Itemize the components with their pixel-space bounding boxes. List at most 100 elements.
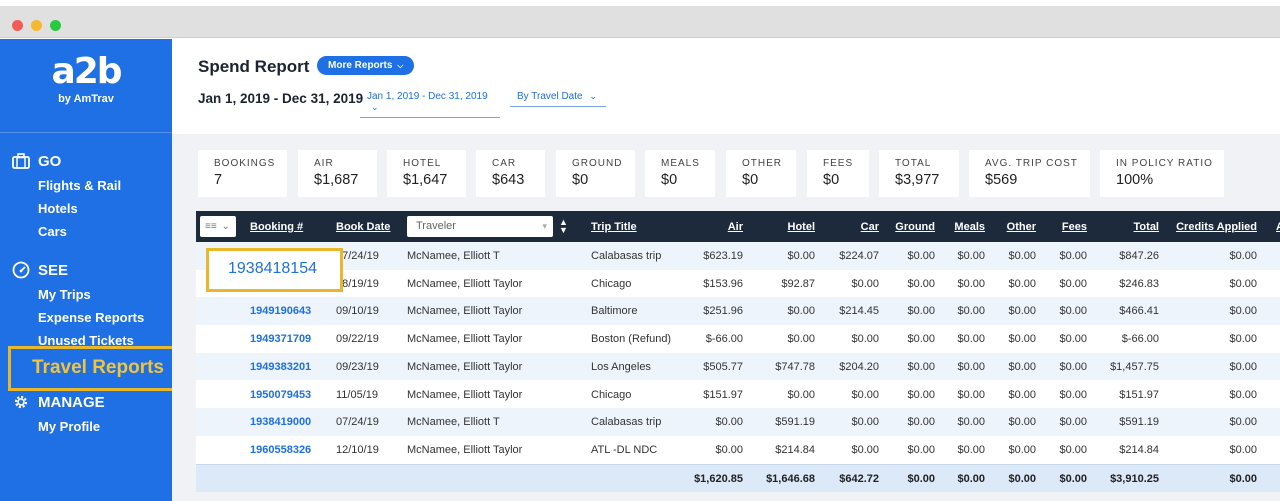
date-mode-select[interactable]: By Travel Date ⌄ [510, 91, 606, 107]
cell-other: $0.00 [1008, 333, 1036, 346]
header-hotel[interactable]: Hotel [787, 221, 816, 233]
page-title: Spend Report [198, 57, 310, 76]
cell-credits-applied: $0.00 [1229, 416, 1257, 429]
cell-traveler: McNamee, Elliott Taylor [407, 388, 523, 401]
sidebar-item-unused-tickets[interactable]: Unused Tickets [38, 333, 134, 348]
total-car: $642.72 [839, 473, 879, 485]
stat-value: 7 [214, 172, 223, 188]
sidebar-section-manage: MANAGE My Profile [12, 392, 105, 438]
cell-air: $505.77 [703, 360, 743, 373]
cell-car: $0.00 [851, 443, 879, 456]
sidebar-divider [0, 132, 172, 133]
logo[interactable]: a2b by AmTrav [0, 53, 172, 106]
sidebar-item-expense-reports[interactable]: Expense Reports [38, 310, 145, 325]
more-reports-button[interactable]: More Reports ⌵ [317, 56, 415, 75]
section-go-heading: GO [12, 151, 121, 171]
date-range-select[interactable]: Jan 1, 2019 - Dec 31, 2019 ⌄ [360, 91, 500, 118]
stat-label: GROUND [572, 158, 623, 169]
cell-air: $0.00 [715, 443, 743, 456]
cell-hotel: $214.84 [775, 443, 815, 456]
cell-trip-title: Baltimore [591, 305, 638, 318]
cell-booking-number[interactable]: 1949190643 [250, 305, 312, 318]
sidebar-item-hotels[interactable]: Hotels [38, 201, 78, 216]
cell-ground: $0.00 [907, 305, 935, 318]
header-trip-title[interactable]: Trip Title [591, 221, 637, 233]
date-range-title: Jan 1, 2019 - Dec 31, 2019 [198, 91, 364, 106]
cell-meals: $0.00 [957, 305, 985, 318]
sidebar-item-flights-rail[interactable]: Flights & Rail [38, 178, 122, 193]
sidebar-item-cars[interactable]: Cars [38, 224, 67, 239]
date-range-select-value: Jan 1, 2019 - Dec 31, 2019 [367, 91, 488, 102]
cell-total: $151.97 [1119, 388, 1159, 401]
chevron-down-icon: ▾ [542, 221, 547, 231]
cell-hotel: $92.87 [781, 277, 815, 290]
sidebar-item-travel-reports[interactable]: Travel Reports [8, 346, 189, 391]
total-air: $1,620.85 [694, 473, 743, 485]
header-air[interactable]: Air [727, 221, 743, 233]
stat-total: TOTAL $3,977 [879, 150, 959, 197]
header-credits-applied[interactable]: Credits Applied [1176, 221, 1257, 233]
cell-book-date: 09/23/19 [336, 360, 379, 373]
header-booking-number[interactable]: Booking # [250, 221, 304, 233]
cell-book-date: 08/19/19 [336, 277, 379, 290]
header-total[interactable]: Total [1133, 221, 1159, 233]
cell-hotel: $747.78 [775, 360, 815, 373]
cell-meals: $0.00 [957, 250, 985, 262]
cell-car: $0.00 [851, 277, 879, 290]
cell-total: $591.19 [1119, 416, 1159, 429]
cell-booking-number[interactable]: 1960558326 [250, 443, 312, 456]
header-meals[interactable]: Meals [954, 221, 985, 233]
cell-booking-number[interactable]: 1950079453 [250, 388, 312, 401]
zoom-window-button[interactable] [50, 20, 61, 31]
cell-meals: $0.00 [957, 277, 985, 290]
stat-label: MEALS [661, 158, 700, 169]
section-manage-title: MANAGE [38, 393, 105, 411]
header-overflow[interactable]: A [1276, 221, 1280, 233]
cell-booking-number[interactable]: 1949383201 [250, 360, 312, 373]
stat-other: OTHER $0 [726, 150, 796, 197]
header-car[interactable]: Car [860, 221, 879, 233]
cell-booking-number[interactable]: 1938419000 [250, 416, 312, 429]
cell-air: $0.00 [715, 416, 743, 429]
cell-booking-number[interactable]: 1949371709 [250, 333, 312, 346]
cell-ground: $0.00 [907, 388, 935, 401]
stat-ground: GROUND $0 [556, 150, 635, 197]
column-toggle-button[interactable]: ≡≡ ⌄ [200, 216, 236, 237]
sort-icon[interactable]: ▲ ▼ [559, 217, 568, 235]
header-other[interactable]: Other [1006, 221, 1036, 233]
section-go-title: GO [38, 152, 62, 170]
cell-fees: $0.00 [1059, 305, 1087, 318]
sidebar-item-my-trips[interactable]: My Trips [38, 287, 91, 302]
sidebar-item-my-profile[interactable]: My Profile [38, 419, 101, 434]
cell-air: $623.19 [703, 250, 743, 262]
cell-credits-applied: $0.00 [1229, 388, 1257, 401]
header-ground[interactable]: Ground [895, 221, 935, 233]
cell-ground: $0.00 [907, 443, 935, 456]
cell-total: $214.84 [1119, 443, 1159, 456]
chevron-down-icon: ⌄ [371, 102, 379, 112]
close-window-button[interactable] [12, 20, 23, 31]
table-row: 1950079453 11/05/19 McNamee, Elliott Taylo… [196, 381, 1280, 409]
minimize-window-button[interactable] [31, 20, 42, 31]
cell-total: $1,457.75 [1110, 360, 1159, 373]
header-fees[interactable]: Fees [1061, 221, 1087, 233]
table-row: 1960558326 12/10/19 McNamee, Elliott Taylo… [196, 436, 1280, 464]
traveler-filter-select[interactable]: Traveler ▾ [407, 216, 553, 237]
cell-other: $0.00 [1008, 416, 1036, 429]
table-row: 1949371709 09/22/19 McNamee, Elliott Taylo… [196, 325, 1280, 353]
cell-fees: $0.00 [1059, 388, 1087, 401]
stat-value: $1,687 [314, 172, 359, 188]
cell-trip-title: ATL -DL NDC [591, 443, 658, 456]
cell-fees: $0.00 [1059, 443, 1087, 456]
stat-value: $569 [985, 172, 1018, 188]
booking-number-highlight[interactable]: 1938418154 [206, 248, 343, 292]
cell-traveler: McNamee, Elliott T [407, 250, 500, 262]
cell-trip-title: Boston (Refund) [591, 333, 672, 346]
cell-traveler: McNamee, Elliott Taylor [407, 333, 523, 346]
date-mode-select-value: By Travel Date [517, 91, 583, 102]
cell-book-date: 09/22/19 [336, 333, 379, 346]
stat-avg-trip-cost: AVG. TRIP COST $569 [969, 150, 1090, 197]
header-book-date[interactable]: Book Date [336, 221, 391, 233]
cell-trip-title: Calabasas trip [591, 416, 662, 429]
